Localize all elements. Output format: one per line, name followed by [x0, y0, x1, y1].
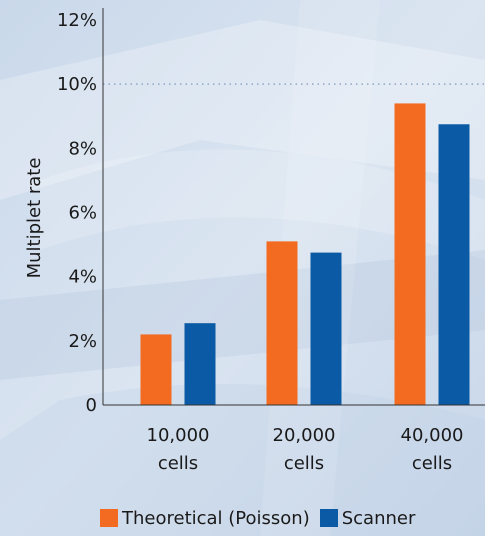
bars — [140, 103, 470, 406]
legend-label: Theoretical (Poisson) — [122, 507, 310, 529]
bar-theoretical-0 — [140, 334, 172, 405]
y-axis-ticks: 0 2% 4% 6% 8% 10% 12% — [57, 10, 97, 416]
legend-item-theoretical: Theoretical (Poisson) — [100, 508, 310, 529]
y-tick-label: 0 — [86, 395, 97, 416]
x-tick-label: cells — [412, 453, 452, 474]
y-tick-label: 2% — [68, 331, 97, 352]
x-tick-label: 10,000 — [147, 425, 210, 446]
bar-theoretical-2 — [394, 103, 426, 406]
x-tick-label: 20,000 — [273, 425, 336, 446]
x-axis-ticks: 10,000 cells 20,000 cells 40,000 cells — [147, 425, 464, 474]
y-tick-label: 8% — [68, 138, 97, 159]
x-tick-label: cells — [158, 453, 198, 474]
bar-scanner-1 — [310, 252, 342, 405]
legend-swatch — [319, 509, 338, 527]
x-tick-label: 40,000 — [401, 425, 464, 446]
legend-label: Scanner — [341, 507, 416, 529]
legend-item-scanner: Scanner — [319, 507, 416, 529]
legend: Theoretical (Poisson) Scanner — [100, 506, 480, 530]
y-tick-label: 6% — [68, 203, 97, 224]
y-axis-label: Multiplet rate — [24, 158, 45, 279]
y-tick-label: 12% — [57, 10, 97, 31]
y-tick-label: 4% — [68, 267, 97, 288]
legend-swatch — [100, 509, 118, 527]
y-tick-label: 10% — [57, 74, 97, 95]
bar-scanner-0 — [184, 323, 216, 405]
bar-theoretical-1 — [266, 241, 298, 405]
bar-scanner-2 — [438, 124, 470, 405]
x-tick-label: cells — [284, 453, 324, 474]
